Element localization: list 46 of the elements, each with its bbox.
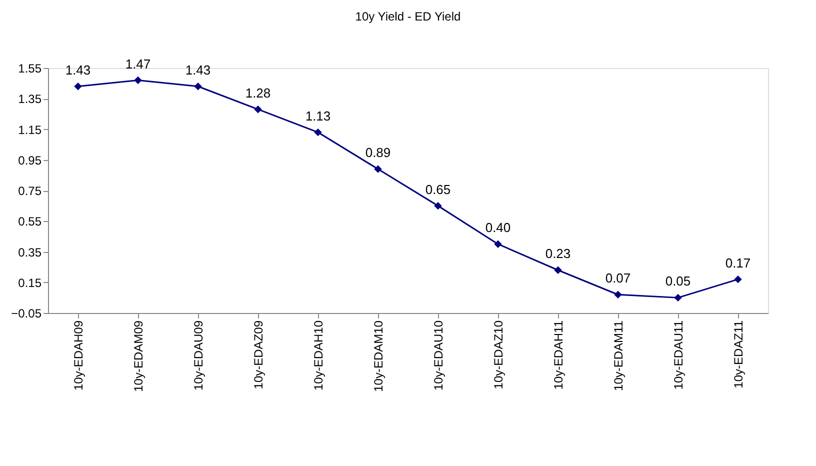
data-label: 0.89 — [365, 145, 391, 160]
x-tick-label: 10y-EDAU09 — [192, 320, 206, 391]
data-label: 0.05 — [665, 274, 691, 289]
point — [734, 275, 742, 284]
point — [74, 82, 82, 90]
data-label: 1.28 — [245, 85, 271, 100]
x-tick-label: 10y-EDAM10 — [372, 320, 386, 392]
data-label: 0.23 — [545, 246, 571, 262]
x-tick-label: 10y-EDAM09 — [132, 320, 146, 392]
point — [614, 290, 622, 298]
x-tick-label: 10y-EDAH11 — [552, 320, 566, 390]
x-tick-label: 10y-EDAH10 — [312, 320, 326, 391]
y-tick-label: 0.95 — [18, 153, 42, 168]
data-label: 0.07 — [605, 270, 631, 286]
data-label: 1.43 — [65, 62, 91, 78]
chart-title: 10y Yield - ED Yield — [355, 9, 461, 24]
y-tick-label: 0.35 — [18, 245, 42, 260]
point — [674, 294, 682, 302]
data-label: 0.40 — [485, 220, 511, 236]
point — [554, 266, 562, 274]
point — [314, 128, 322, 136]
x-tick-label: 10y-EDAU10 — [432, 320, 446, 391]
y-tick-label: 1.35 — [18, 92, 42, 106]
point — [434, 202, 442, 210]
point — [134, 76, 142, 84]
data-label: 1.13 — [305, 108, 331, 124]
point — [194, 82, 202, 90]
x-tick-label: 10y-EDAZ11 — [732, 320, 746, 388]
y-tick-label: 0.55 — [18, 214, 42, 229]
point — [494, 240, 502, 248]
data-label: 0.17 — [725, 255, 751, 270]
y-tick-label: 0.15 — [18, 276, 42, 290]
point — [254, 105, 262, 114]
x-tick-label: 10y-EDAZ09 — [252, 320, 266, 390]
y-tick-label: −0.05 — [11, 306, 42, 320]
x-tick-label: 10y-EDAM11 — [612, 320, 626, 391]
data-label: 1.47 — [125, 56, 151, 72]
x-tick-label: 10y-EDAU11 — [672, 320, 686, 390]
data-label: 1.43 — [185, 62, 211, 78]
x-tick-label: 10y-EDAH09 — [72, 320, 86, 391]
x-tick-label: 10y-EDAZ10 — [492, 320, 506, 390]
y-tick-label: 1.55 — [18, 62, 42, 76]
point — [374, 165, 382, 173]
y-tick-label: 0.75 — [18, 184, 42, 198]
y-tick-label: 1.15 — [18, 122, 42, 137]
data-label: 0.65 — [425, 182, 451, 197]
